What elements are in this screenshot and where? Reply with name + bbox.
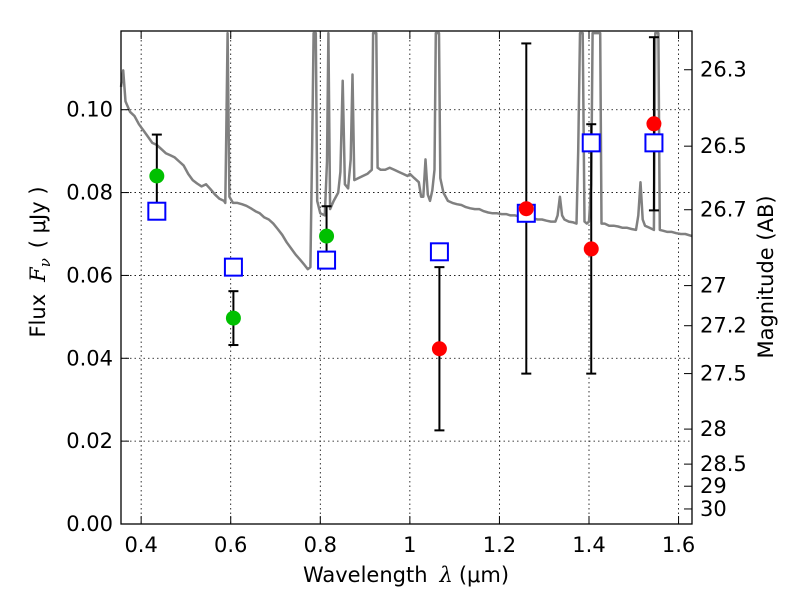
observed-point-red [518, 201, 534, 217]
observed-point-red [431, 341, 447, 357]
y-tick-labels: 0.00 0.02 0.04 0.06 0.08 0.10 [66, 98, 113, 536]
model-point-square [147, 201, 167, 221]
y-tick-label: 0.06 [66, 263, 113, 287]
model-point-square [429, 242, 449, 262]
model-point-square [223, 257, 243, 277]
y2-tick-label: 26.7 [700, 198, 747, 222]
y-tick-label: 0.04 [66, 346, 113, 370]
x-tick-label: 0.4 [124, 533, 157, 557]
y2-tick-label: 28 [700, 417, 727, 441]
y2-tick-label: 28.5 [700, 452, 747, 476]
x-tick-label: 0.8 [304, 533, 337, 557]
model-point-square [581, 133, 601, 153]
observed-point-red [583, 241, 599, 257]
observed-point-green [225, 310, 241, 326]
y2-tick-label: 26.5 [700, 134, 747, 158]
y2-tick-label: 27.5 [700, 362, 747, 386]
y2-axis-title: Magnitude (AB) [754, 195, 778, 358]
grid-lines [121, 31, 692, 525]
x-tick-label: 0.6 [214, 533, 247, 557]
spectrum-layer [119, 31, 693, 271]
y-tick-label: 0.10 [66, 98, 113, 122]
y2-tick-label: 30 [700, 497, 727, 521]
observed-point-layer [149, 116, 662, 357]
x-tick-label: 1.2 [483, 533, 516, 557]
y-axis-title-text: Flux [26, 294, 50, 338]
y2-tick-label: 27.2 [700, 314, 747, 338]
y2-tick-label: 27 [700, 274, 727, 298]
observed-point-green [149, 168, 165, 184]
x-tick-label: 1.4 [572, 533, 605, 557]
y2-tick-label: 29 [700, 474, 727, 498]
observed-point-green [319, 228, 335, 244]
x-axis-title-symbol: λ [439, 563, 453, 587]
y-axis-title: Flux Fν ( μJy ) [26, 186, 54, 337]
spectrum-line [119, 31, 693, 271]
y-tick-label: 0.08 [66, 181, 113, 205]
model-point-square [644, 133, 664, 153]
y-tick-label: 0.02 [66, 429, 113, 453]
model-point-square [317, 250, 337, 270]
y-tick-label: 0.00 [66, 512, 113, 536]
x-tick-label: 1 [403, 533, 416, 557]
x-axis-title-unit: (μm) [459, 563, 509, 587]
x-axis-title: Wavelength λ (μm) [303, 563, 509, 587]
y2-tick-label: 26.3 [700, 58, 747, 82]
axis-ticks [121, 31, 692, 525]
model-point-layer [147, 133, 664, 277]
x-tick-label: 1.6 [662, 533, 695, 557]
y-axis-title-unit: ( μJy ) [26, 186, 50, 248]
x-tick-labels: 0.4 0.6 0.8 1 1.2 1.4 1.6 [124, 533, 695, 557]
y-axis-title-symbol: F [26, 266, 50, 283]
y-axis-title-subscript: ν [36, 258, 54, 267]
observed-point-red [646, 116, 662, 132]
plot-frame [120, 30, 693, 525]
x-axis-title-text: Wavelength [303, 563, 428, 587]
